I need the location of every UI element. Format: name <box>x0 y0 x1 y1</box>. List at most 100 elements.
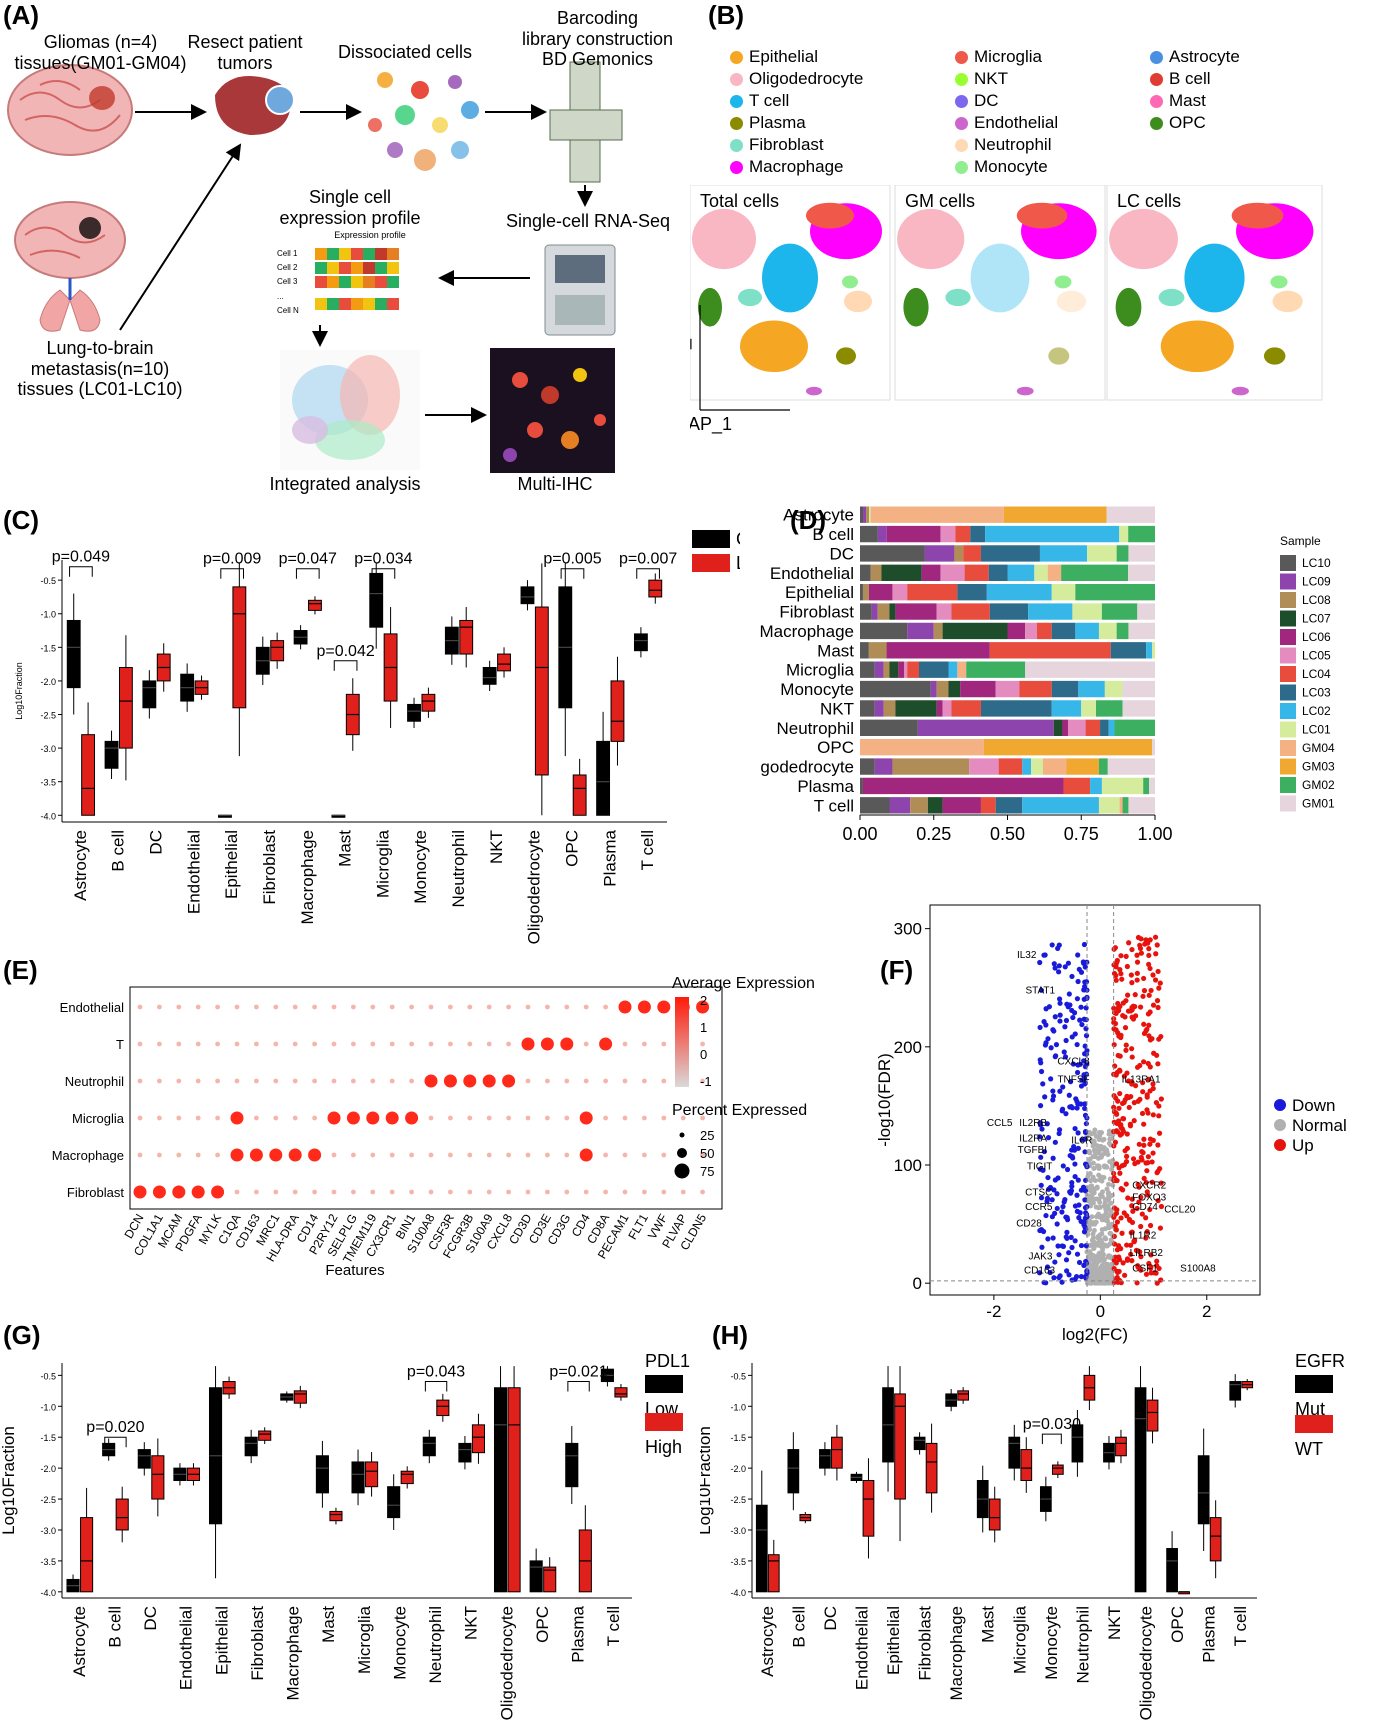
expression-dot <box>540 1037 554 1051</box>
legend-label: LC08 <box>1302 593 1331 607</box>
point-up <box>1124 1242 1130 1248</box>
point-down <box>1060 1163 1066 1169</box>
box-Low <box>422 1436 436 1457</box>
expression-dot <box>506 1004 511 1010</box>
point-down <box>1075 978 1081 985</box>
stacked-segment-LC10 <box>860 719 918 736</box>
point-up <box>1144 1092 1150 1098</box>
point-down <box>1069 1007 1075 1014</box>
point-normal <box>1098 1154 1104 1160</box>
x-tick-label: OPC <box>562 830 581 867</box>
stacked-segment-LC01 <box>1098 797 1120 814</box>
point-down <box>1072 1125 1078 1132</box>
point-down <box>1053 1042 1060 1048</box>
box-GM <box>520 586 535 605</box>
point-normal <box>1093 1204 1099 1210</box>
stacked-segment-LC06 <box>895 603 937 620</box>
point-down <box>1067 1002 1073 1008</box>
point-up <box>1138 936 1144 942</box>
stacked-segment-LC05 <box>1068 719 1086 736</box>
point-up <box>1134 959 1141 965</box>
point-down <box>1038 1195 1045 1201</box>
expression-dot <box>622 1078 628 1084</box>
box-Low <box>315 1455 329 1494</box>
stacked-segment-LC10 <box>860 680 931 698</box>
point-down <box>1063 1214 1069 1220</box>
point-up <box>1124 963 1130 970</box>
expression-dot <box>195 1004 201 1010</box>
stacked-segment-LC06 <box>886 642 990 659</box>
point-down <box>1069 1179 1075 1186</box>
legend-swatch <box>692 530 730 548</box>
point-up <box>1128 1251 1134 1257</box>
legend-item: Monocyte <box>955 157 1048 177</box>
panel-letter-a: (A) <box>3 0 40 30</box>
point-up <box>1146 1022 1152 1028</box>
expression-dot <box>137 1041 143 1047</box>
row-label: Neutrophil <box>777 719 855 738</box>
point-normal <box>1087 1280 1093 1286</box>
stacked-segment-LC09 <box>907 622 934 640</box>
point-normal <box>1090 1240 1096 1246</box>
legend-label: OPC <box>1169 113 1206 132</box>
point-down <box>1082 1051 1088 1057</box>
x-tick-label: Macrophage <box>947 1606 966 1701</box>
point-normal <box>1086 1249 1092 1255</box>
point-up <box>1122 1025 1129 1031</box>
point-normal <box>1102 1235 1108 1241</box>
point-up <box>1149 1159 1155 1165</box>
expression-dot <box>292 1078 298 1084</box>
point-normal <box>1085 1174 1091 1180</box>
stacked-segment-LC04 <box>1019 680 1052 698</box>
row-label: Endothelial <box>60 1000 124 1015</box>
box-GM <box>369 572 384 628</box>
expression-dot <box>370 1189 376 1195</box>
point-down <box>1060 1243 1067 1250</box>
expression-dot <box>486 1152 492 1158</box>
legend-item: OPC <box>1150 113 1206 133</box>
expression-dot <box>642 1152 647 1158</box>
x-tick-label: Astrocyte <box>758 1606 777 1677</box>
expression-dot <box>525 1152 531 1158</box>
point-down <box>1076 1202 1082 1208</box>
expression-dot <box>389 1041 395 1047</box>
point-up <box>1154 942 1160 948</box>
legend-item: DC <box>955 91 999 111</box>
legend-item: Macrophage <box>730 157 844 177</box>
point-up <box>1120 1116 1127 1122</box>
expression-dot <box>448 1152 453 1158</box>
point-up <box>1155 968 1161 975</box>
point-up <box>1121 1210 1127 1216</box>
stacked-segment-GM04 <box>870 506 1004 523</box>
legend-title: Sample <box>1280 534 1321 548</box>
stacked-segment-LC04 <box>1037 622 1052 640</box>
stacked-segment-LC07 <box>942 622 1008 640</box>
significance-bracket <box>560 568 585 579</box>
sc-profile-label: Single cell expression profile <box>279 187 421 228</box>
stacked-segment-LC03 <box>989 603 1029 620</box>
box-Mut <box>755 1504 768 1593</box>
stacked-segment-GM03 <box>983 739 1153 756</box>
y-tick-label: -4.0 <box>40 811 56 821</box>
point-normal <box>1101 1136 1107 1142</box>
box-Mut <box>1008 1436 1021 1469</box>
point-up <box>1115 1269 1121 1275</box>
x-tick-label: Monocyte <box>390 1606 409 1680</box>
gene-label: CXCL8 <box>1057 1057 1090 1068</box>
point-up <box>1129 1203 1135 1209</box>
stacked-segment-GM02 <box>1101 603 1138 620</box>
point-up <box>1129 1196 1135 1202</box>
point-down <box>1064 1166 1071 1173</box>
legend-color-dot <box>730 160 743 174</box>
point-down <box>1056 969 1062 975</box>
x-tick-label: Mast <box>979 1606 998 1643</box>
expression-dot <box>312 1041 317 1047</box>
point-normal <box>1096 1272 1102 1278</box>
point-normal <box>1108 1200 1114 1206</box>
point-down <box>1060 1084 1066 1090</box>
box-LC <box>648 579 663 598</box>
color-tick-label: 1 <box>700 1020 707 1035</box>
point-down <box>1078 1274 1084 1280</box>
point-up <box>1146 952 1152 959</box>
row-label: Astrocyte <box>783 506 854 525</box>
